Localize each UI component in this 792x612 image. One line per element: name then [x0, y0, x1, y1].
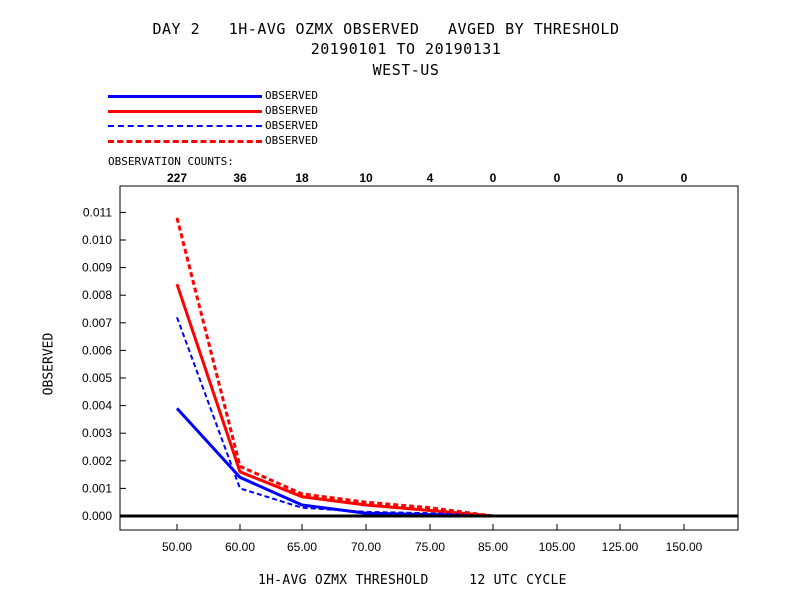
observation-count: 10 — [359, 171, 373, 185]
y-tick-label: 0.004 — [82, 399, 112, 413]
y-tick-label: 0.000 — [82, 509, 112, 523]
observation-counts-label: OBSERVATION COUNTS: — [108, 155, 234, 168]
observation-count: 0 — [554, 171, 561, 185]
legend-label: OBSERVED — [265, 134, 318, 147]
observation-count: 0 — [490, 171, 497, 185]
plot-frame — [119, 185, 739, 531]
series-line — [176, 316, 494, 517]
x-tick-label: 60.00 — [225, 540, 255, 554]
series-line — [175, 217, 494, 518]
y-tick-label: 0.006 — [82, 343, 112, 357]
x-tick-label: 125.00 — [602, 540, 639, 554]
x-tick-label: 75.00 — [415, 540, 445, 554]
series-line — [175, 283, 494, 518]
observation-count: 0 — [681, 171, 688, 185]
x-tick-label: 50.00 — [162, 540, 192, 554]
x-tick-label: 70.00 — [351, 540, 381, 554]
legend-swatch — [108, 125, 262, 127]
observation-count: 18 — [295, 171, 309, 185]
y-axis-label: OBSERVED — [41, 332, 57, 396]
x-tick-label: 150.00 — [666, 540, 703, 554]
y-tick-label: 0.010 — [82, 233, 112, 247]
legend-swatch — [108, 140, 262, 143]
legend-label: OBSERVED — [265, 104, 318, 117]
observation-count: 36 — [233, 171, 247, 185]
observation-count: 227 — [167, 171, 187, 185]
y-tick-label: 0.011 — [83, 205, 112, 219]
y-tick-label: 0.001 — [82, 481, 112, 495]
chart-title: DAY 2 1H-AVG OZMX OBSERVED AVGED BY THRE… — [152, 20, 620, 38]
legend-label: OBSERVED — [265, 119, 318, 132]
y-tick-label: 0.005 — [82, 371, 112, 385]
chart-region: WEST-US — [372, 61, 440, 79]
x-axis-label: 1H-AVG OZMX THRESHOLD 12 UTC CYCLE — [258, 573, 567, 588]
legend-label: OBSERVED — [265, 89, 318, 102]
y-tick-label: 0.002 — [82, 454, 112, 468]
legend-swatch — [108, 110, 262, 113]
y-tick-label: 0.003 — [82, 426, 112, 440]
x-tick-label: 65.00 — [287, 540, 317, 554]
observation-count: 4 — [427, 171, 434, 185]
y-tick-label: 0.008 — [82, 288, 112, 302]
legend-swatch — [108, 95, 262, 98]
y-tick-label: 0.007 — [82, 316, 112, 330]
chart-date-range: 20190101 TO 20190131 — [310, 40, 502, 58]
y-tick-label: 0.009 — [82, 261, 112, 275]
x-tick-label: 105.00 — [539, 540, 576, 554]
observation-count: 0 — [617, 171, 624, 185]
x-tick-label: 85.00 — [478, 540, 508, 554]
